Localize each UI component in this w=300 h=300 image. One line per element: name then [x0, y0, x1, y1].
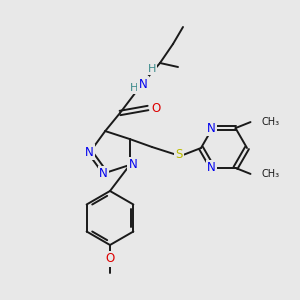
Text: CH₃: CH₃ — [262, 169, 280, 179]
Text: S: S — [175, 148, 183, 161]
Text: H: H — [130, 83, 138, 93]
Text: N: N — [139, 77, 147, 91]
Text: N: N — [207, 161, 216, 174]
Text: CH₃: CH₃ — [262, 117, 280, 127]
Text: O: O — [105, 253, 115, 266]
Text: H: H — [148, 64, 156, 74]
Text: N: N — [128, 158, 137, 171]
Text: N: N — [99, 167, 108, 180]
Text: O: O — [152, 101, 160, 115]
Text: N: N — [207, 122, 216, 135]
Text: N: N — [85, 146, 93, 158]
